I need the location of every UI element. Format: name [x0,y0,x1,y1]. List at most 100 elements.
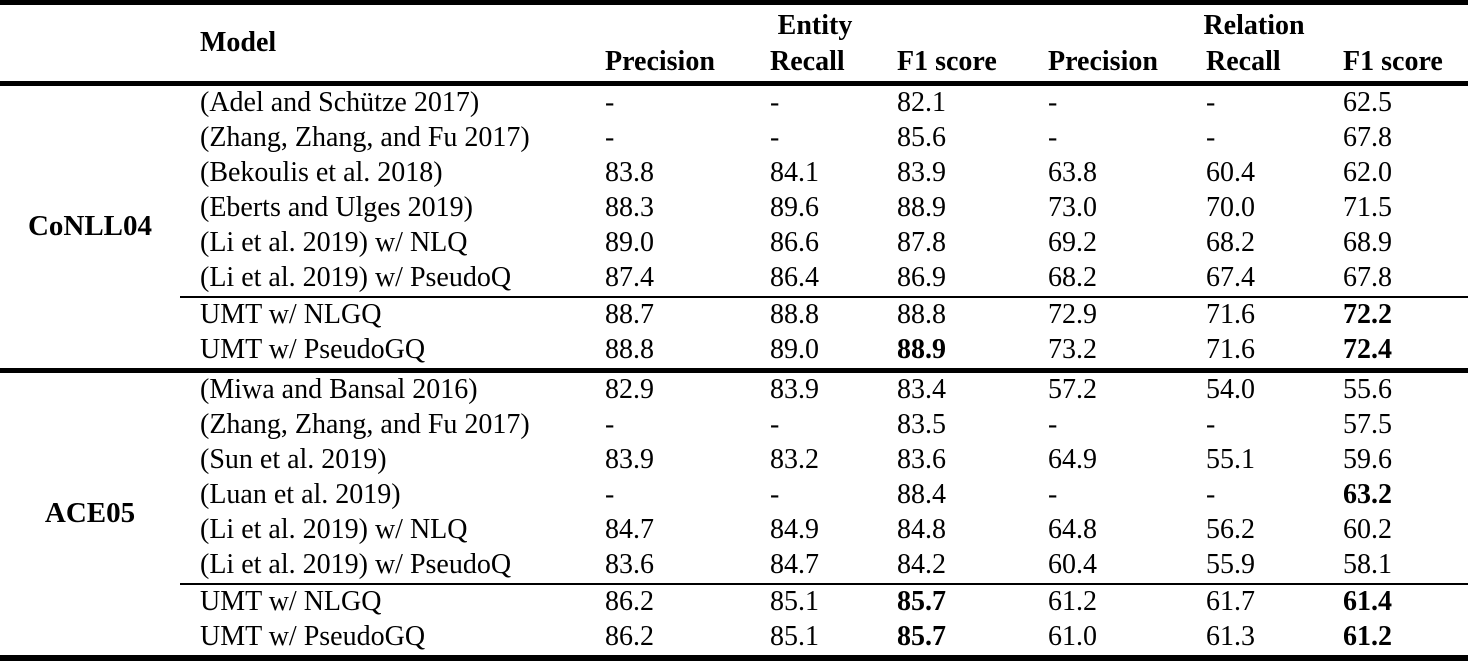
metric-value: 61.3 [1206,621,1256,653]
table-row: (Luan et al. 2019) - - 88.4 - - 63.2 [0,478,1468,513]
metric-value: 68.2 [1206,227,1256,259]
table-row: (Li et al. 2019) w/ PseudoQ 87.4 86.4 86.9 6… [0,261,1468,297]
metric-value: 86.9 [897,262,946,294]
metric-value: 88.3 [605,192,654,224]
metric-value: 57.2 [1040,368,1197,408]
metric-value: 70.0 [1206,192,1256,224]
metric-value: 83.2 [770,444,819,476]
model-name: (Luan et al. 2019) [200,479,401,511]
metric-value: 88.8 [887,296,1041,333]
metric-value: 63.2 [1343,479,1393,511]
metric-value: - [770,122,780,154]
table-row: (Bekoulis et al. 2018) 83.8 84.1 83.9 63.8 60… [0,156,1468,191]
table-row: CoNLL04 (Adel and Schütze 2017) - -82.1- -62… [0,84,1468,242]
metric-value: 67.8 [1343,262,1393,294]
model-name: UMT w/ PseudoGQ [200,621,426,653]
table-row: UMT w/ NLGQ 86.2 85.1 85.7 61.2 61.7 61.4 [0,583,1468,620]
table-header: Model Entity Relation Precision Recall F… [0,2,1468,86]
metric-value: 61.7 [1196,583,1334,620]
metric-value: 69.2 [1048,227,1098,259]
metric-value: - [605,122,615,154]
table-row: (Zhang, Zhang, and Fu 2017) - - 83.5 - - 57.5 [0,408,1468,443]
metric-value: 67.4 [1206,262,1256,294]
metric-value: 71.5 [1343,192,1393,224]
metric-value: - [770,87,780,119]
metric-value: 88.7 [590,296,760,333]
model-name: (Adel and Schütze 2017) [200,87,480,119]
metric-value: 84.2 [897,549,946,581]
col-header-entity-f1: F1 score [887,44,1041,86]
model-name: UMT w/ PseudoGQ [200,334,426,366]
table-row: UMT w/ PseudoGQ 88.8 89.0 88.9 73.2 71.6 72.4 [0,333,1468,371]
dataset-label: CoNLL04 [27,210,153,243]
model-name: (Zhang, Zhang, and Fu 2017) [200,409,530,441]
model-name: (Li et al. 2019) w/ NLQ [200,514,468,546]
metric-value: - [1048,87,1058,119]
metric-value: 62.5 [1343,87,1393,119]
metric-value: 84.1 [770,157,819,189]
metric-value: 83.6 [897,444,946,476]
model-name: (Miwa and Bansal 2016) [180,368,590,408]
metric-value: 68.9 [1343,227,1393,259]
metric-value: 86.6 [770,227,819,259]
table-row: ACE05 (Miwa and Bansal 2016) 82.9 83.9 83.4 5… [0,368,1468,658]
metric-value: 71.6 [1196,296,1334,333]
metric-value: 60.2 [1343,514,1393,546]
table-row: (Eberts and Ulges 2019) 88.3 89.6 88.9 73.0 7… [0,191,1468,226]
metric-value: 63.8 [1048,157,1098,189]
metric-value: 61.0 [1048,621,1098,653]
col-header-relation-recall: Recall [1196,44,1334,86]
metric-value: 89.0 [770,334,819,366]
metric-value: 83.9 [897,157,946,189]
metric-value: 88.8 [605,334,654,366]
metric-value: - [1206,87,1216,119]
metric-value: 84.9 [770,514,819,546]
metric-value: 68.2 [1048,262,1098,294]
metric-value: 61.2 [1040,583,1197,620]
metric-value: 87.4 [605,262,654,294]
table-row: (Zhang, Zhang, and Fu 2017) - - 85.6 - - 67.8 [0,121,1468,156]
metric-value: 62.0 [1343,157,1393,189]
metric-value: 64.8 [1048,514,1098,546]
metric-value: 87.8 [897,227,946,259]
header-metric-row: Precision Recall F1 score Precision Reca… [0,44,1468,86]
model-name: (Li et al. 2019) w/ PseudoQ [200,549,512,581]
metric-value: 85.6 [897,122,946,154]
metric-value: 55.1 [1206,444,1256,476]
dataset-label: ACE05 [0,368,180,658]
col-header-entity-group: Entity [777,10,853,42]
results-table-body: CoNLL04 (Adel and Schütze 2017) - -82.1- -62… [0,84,1468,658]
metric-value: 72.2 [1333,296,1468,333]
col-header-relation-precision: Precision [1040,44,1197,86]
metric-value: 72.9 [1040,296,1197,333]
metric-value: 85.7 [897,621,946,653]
metric-value: 83.4 [887,368,1041,408]
metric-value: 89.6 [770,192,819,224]
metric-value: 61.2 [1343,621,1393,653]
metric-value: 86.4 [770,262,819,294]
metric-value: 88.4 [897,479,946,511]
metric-value: 89.0 [605,227,654,259]
col-header-entity-precision: Precision [590,44,760,86]
model-name: UMT w/ NLGQ [180,296,590,333]
metric-value: - [1048,409,1058,441]
model-name: (Bekoulis et al. 2018) [200,157,443,189]
metric-value: 83.6 [605,549,654,581]
model-name: (Eberts and Ulges 2019) [200,192,473,224]
metric-value: - [1048,479,1058,511]
metric-value: 58.1 [1343,549,1393,581]
metric-value: - [770,479,780,511]
metric-value: 84.7 [605,514,654,546]
metric-value: 56.2 [1206,514,1256,546]
metric-value: 83.8 [605,157,654,189]
metric-value: 73.2 [1048,334,1098,366]
col-header-model: Model [180,2,590,86]
model-name: (Li et al. 2019) w/ PseudoQ [200,262,512,294]
metric-value: 59.6 [1343,444,1393,476]
metric-value: 71.6 [1206,334,1256,366]
col-header-relation-f1: F1 score [1333,44,1468,86]
model-name: (Sun et al. 2019) [200,444,387,476]
metric-value: 82.1 [897,87,946,119]
metric-value: - [605,479,615,511]
